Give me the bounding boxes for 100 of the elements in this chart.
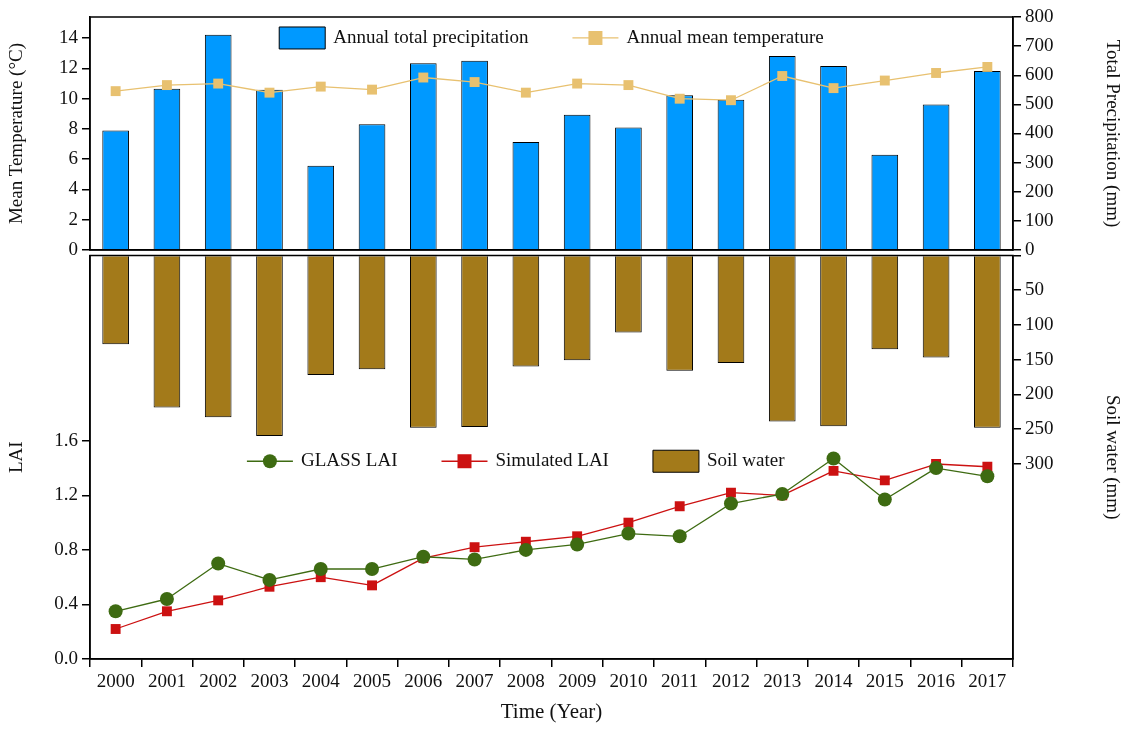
y2-tick-label: 50 bbox=[1025, 278, 1044, 300]
point bbox=[623, 80, 634, 91]
x-tick-label: 2011 bbox=[661, 670, 699, 692]
y2-tick-label: 500 bbox=[1025, 92, 1054, 114]
point bbox=[879, 75, 890, 86]
legend-label: Soil water bbox=[706, 449, 786, 471]
legend-label: GLASS LAI bbox=[300, 449, 398, 471]
y-tick-label: 0.4 bbox=[54, 592, 79, 614]
point bbox=[931, 68, 942, 78]
point bbox=[572, 78, 583, 89]
point bbox=[469, 77, 480, 88]
point bbox=[674, 93, 685, 104]
x-tick-label: 2017 bbox=[968, 670, 1007, 692]
point bbox=[980, 469, 995, 484]
x-tick-label: 2006 bbox=[404, 670, 443, 692]
point bbox=[674, 501, 685, 512]
point bbox=[418, 72, 429, 83]
point bbox=[367, 580, 377, 591]
point bbox=[159, 592, 174, 607]
y-tick-label: 0.0 bbox=[54, 646, 78, 668]
point bbox=[211, 556, 226, 571]
y2-tick-label: 150 bbox=[1025, 347, 1054, 369]
point bbox=[313, 562, 328, 577]
x-tick-label: 2007 bbox=[455, 670, 494, 692]
point bbox=[723, 496, 738, 511]
point bbox=[726, 95, 736, 106]
y-tick-label: 12 bbox=[59, 56, 78, 78]
y2-tick-label: 100 bbox=[1025, 208, 1054, 230]
point bbox=[520, 87, 531, 98]
point bbox=[672, 529, 687, 544]
point bbox=[262, 572, 277, 587]
y2-tick-label: 0 bbox=[1025, 237, 1035, 259]
point bbox=[623, 517, 634, 528]
y-tick-label: 0 bbox=[68, 237, 78, 259]
x-tick-label: 2005 bbox=[353, 670, 392, 692]
x-tick-label: 2012 bbox=[711, 670, 750, 692]
point bbox=[570, 537, 585, 552]
point bbox=[365, 562, 380, 577]
x-tick-label: 2002 bbox=[199, 670, 238, 692]
y-tick-label: 1.2 bbox=[54, 483, 78, 505]
point bbox=[929, 461, 944, 476]
point bbox=[161, 606, 172, 617]
y2-tick-label: 300 bbox=[1025, 150, 1054, 172]
point bbox=[110, 86, 121, 97]
y-tick-label: 8 bbox=[68, 116, 78, 138]
y-tick-label: 14 bbox=[59, 26, 79, 48]
point bbox=[469, 542, 480, 553]
x-tick-label: 2003 bbox=[250, 670, 289, 692]
point bbox=[826, 451, 841, 466]
y-tick-label: 1.6 bbox=[54, 428, 78, 450]
point bbox=[467, 552, 482, 567]
y2-tick-label: 800 bbox=[1025, 4, 1054, 26]
point bbox=[982, 61, 993, 72]
point bbox=[828, 83, 839, 94]
point bbox=[518, 542, 533, 557]
y-tick-label: 0.8 bbox=[54, 537, 78, 559]
point bbox=[161, 80, 172, 91]
legend-label: Annual mean temperature bbox=[626, 25, 824, 47]
point bbox=[416, 549, 431, 564]
point bbox=[879, 475, 890, 486]
point bbox=[110, 624, 121, 634]
point bbox=[213, 78, 224, 89]
point bbox=[213, 595, 224, 606]
x-tick-label: 2008 bbox=[506, 670, 545, 692]
y-tick-label: 6 bbox=[68, 147, 78, 169]
y-tick-label: 10 bbox=[59, 86, 78, 108]
point bbox=[621, 526, 636, 541]
point bbox=[367, 84, 377, 95]
y2-axis-title: Soil water (mm) bbox=[1101, 394, 1124, 520]
y-axis-title: Mean Temperature (°C) bbox=[5, 42, 28, 225]
y-tick-label: 4 bbox=[68, 177, 79, 199]
x-tick-label: 2004 bbox=[301, 670, 341, 692]
y2-tick-label: 250 bbox=[1025, 417, 1054, 439]
point bbox=[108, 604, 123, 619]
point bbox=[264, 87, 275, 98]
y2-tick-label: 100 bbox=[1025, 312, 1054, 334]
x-tick-label: 2001 bbox=[147, 670, 186, 692]
point bbox=[877, 492, 892, 507]
y2-tick-label: 600 bbox=[1025, 63, 1054, 85]
y2-tick-label: 300 bbox=[1025, 451, 1054, 473]
x-tick-label: 2015 bbox=[865, 670, 904, 692]
point bbox=[315, 81, 326, 92]
legend-label: Annual total precipitation bbox=[333, 25, 529, 47]
legend-label: Simulated LAI bbox=[495, 449, 609, 471]
x-tick-label: 2000 bbox=[96, 670, 135, 692]
y-axis-title: LAI bbox=[5, 441, 27, 474]
y2-axis-title: Total Precipitation (mm) bbox=[1101, 39, 1124, 228]
y2-tick-label: 400 bbox=[1025, 121, 1054, 143]
x-tick-label: 2009 bbox=[558, 670, 597, 692]
y2-tick-label: 700 bbox=[1025, 34, 1054, 56]
y-tick-label: 2 bbox=[68, 207, 78, 229]
x-tick-label: 2016 bbox=[917, 670, 956, 692]
point bbox=[777, 71, 788, 81]
x-tick-label: 2013 bbox=[763, 670, 802, 692]
x-axis-title: Time (Year) bbox=[500, 698, 603, 723]
point bbox=[828, 465, 839, 476]
x-tick-label: 2010 bbox=[609, 670, 648, 692]
y2-tick-label: 200 bbox=[1025, 179, 1054, 201]
y2-tick-label: 200 bbox=[1025, 382, 1054, 404]
x-tick-label: 2014 bbox=[814, 670, 854, 692]
